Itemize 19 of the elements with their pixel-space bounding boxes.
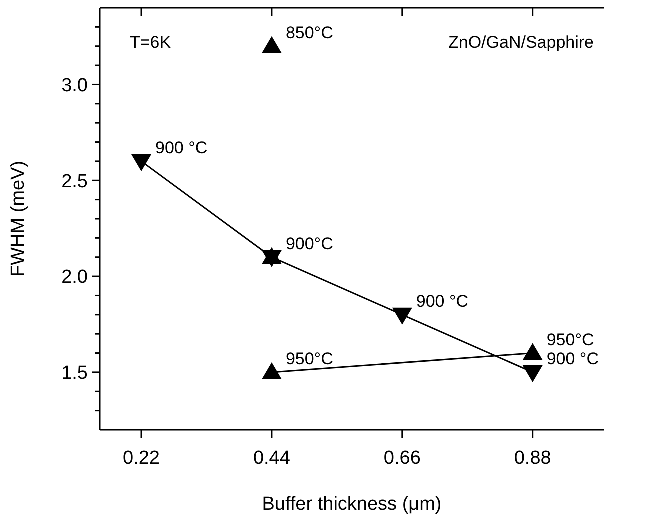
annotation: ZnO/GaN/Sapphire (448, 33, 594, 52)
y-tick-label: 1.5 (62, 363, 88, 384)
annotation: 900 °C (156, 138, 208, 158)
annotation: 900 °C (546, 349, 600, 368)
annotation: 850°C (286, 23, 334, 42)
x-tick-label: 0.44 (253, 448, 291, 469)
x-axis-title: Buffer thickness (μm) (262, 494, 442, 515)
y-tick-label: 2.0 (62, 267, 88, 288)
annotation: 900 °C (416, 292, 469, 311)
x-tick-label: 0.22 (123, 448, 160, 469)
annotation: 950°C (546, 330, 594, 350)
y-tick-label: 2.5 (62, 171, 88, 192)
annotation: T=6K (130, 33, 172, 52)
x-tick-label: 0.66 (384, 448, 421, 469)
y-axis-title: FWHM (meV) (8, 160, 29, 278)
x-tick-label: 0.88 (514, 448, 552, 469)
y-tick-label: 3.0 (62, 75, 88, 96)
annotation: 950°C (286, 349, 334, 368)
annotation: 900°C (286, 234, 334, 254)
